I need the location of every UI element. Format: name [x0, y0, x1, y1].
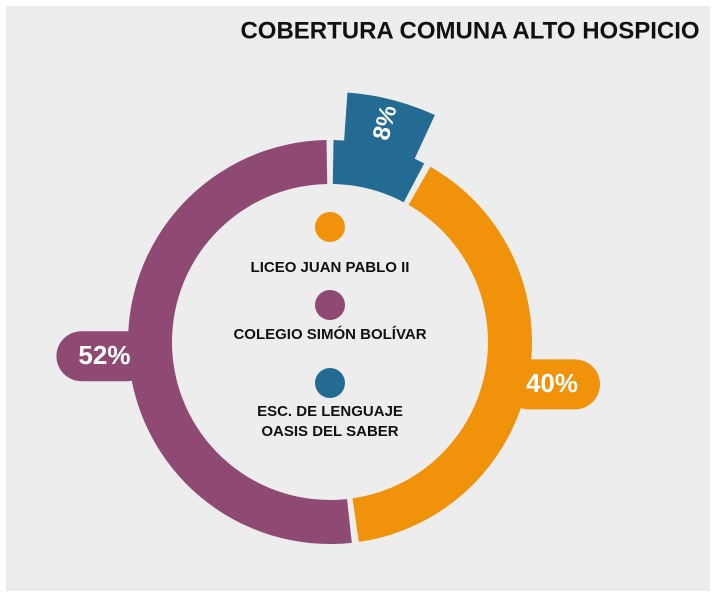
donut-segment [352, 166, 532, 542]
value-label: 40% [526, 368, 578, 398]
legend-marker [315, 212, 345, 242]
donut-segment [127, 140, 352, 544]
value-label: 52% [78, 340, 130, 370]
label-tab [343, 92, 435, 164]
chart-title: COBERTURA COMUNA ALTO HOSPICIO [240, 17, 699, 44]
legend-label: LICEO JUAN PABLO II [250, 259, 410, 276]
legend-marker [315, 290, 345, 320]
legend-label: ESC. DE LENGUAJE OASIS DEL SABER [257, 403, 403, 440]
label-tab [56, 331, 153, 382]
legend-marker [315, 368, 345, 398]
legend-label: COLEGIO SIMÓN BOLÍVAR [233, 326, 427, 343]
label-tab [503, 359, 600, 410]
